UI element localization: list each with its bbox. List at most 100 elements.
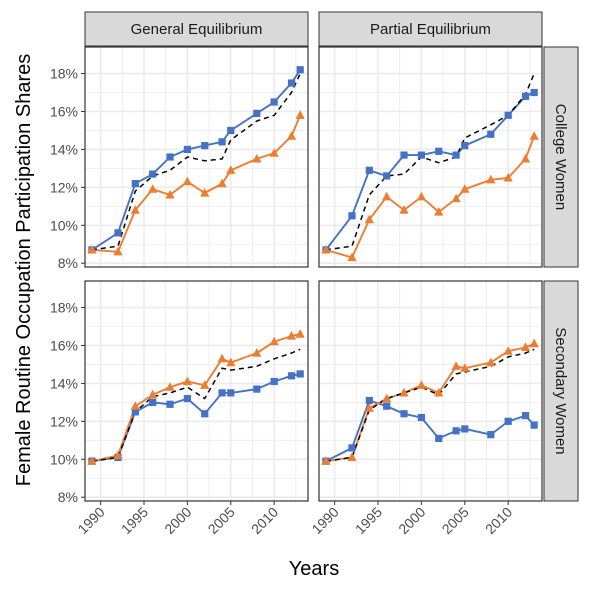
data-point-triangle <box>286 131 297 140</box>
data-point-triangle <box>321 244 331 254</box>
data-point-triangle <box>460 363 470 372</box>
data-point-square <box>348 444 356 452</box>
data-point-square <box>149 398 157 406</box>
facet-strip-row-label: College Women <box>552 104 569 210</box>
x-tick-label: 1995 <box>118 504 151 537</box>
data-point-triangle <box>460 184 470 193</box>
x-tick-label: 2010 <box>248 504 281 537</box>
x-tick-label: 1995 <box>352 504 385 537</box>
data-point-triangle <box>416 191 426 201</box>
data-point-triangle <box>252 153 262 163</box>
panel-border <box>318 280 543 502</box>
data-point-triangle <box>434 387 444 397</box>
data-point-triangle <box>364 403 374 412</box>
data-point-square <box>166 400 174 408</box>
facet-panel <box>318 46 543 268</box>
data-point-triangle <box>520 153 531 163</box>
y-tick-label: 8% <box>58 255 78 271</box>
data-point-triangle <box>321 456 331 465</box>
y-tick-label: 18% <box>50 66 78 82</box>
data-point-square <box>435 147 443 155</box>
data-point-triangle <box>148 389 158 399</box>
x-tick-label: 2000 <box>161 504 194 537</box>
data-point-square <box>227 389 235 397</box>
data-point-triangle <box>529 131 539 140</box>
facet-panel: 8% 10% 12% 14% 16% 18% <box>50 46 309 271</box>
data-point-triangle <box>217 178 227 188</box>
data-point-triangle <box>200 380 210 389</box>
y-tick-label: 12% <box>50 179 78 195</box>
x-tick-label: 1990 <box>74 504 107 537</box>
data-point-square <box>296 370 304 378</box>
data-point-square <box>461 142 469 150</box>
series-line-dashed <box>91 73 301 251</box>
data-point-triangle <box>217 353 227 363</box>
y-tick-label: 8% <box>58 489 78 505</box>
facet-panel: 8% 10% 12% 14% 16% 18% 1990 1995 2000 2005 2010 <box>50 280 309 537</box>
data-point-square <box>435 434 443 443</box>
data-point-triangle <box>200 188 210 197</box>
data-point-triangle <box>364 214 374 224</box>
data-point-square <box>461 425 469 433</box>
data-point-triangle <box>347 452 357 461</box>
data-point-triangle <box>165 382 175 391</box>
data-point-triangle <box>113 246 123 256</box>
data-point-triangle <box>269 148 279 157</box>
panel-border <box>84 280 309 502</box>
data-point-triangle <box>451 361 461 370</box>
data-point-triangle <box>165 189 175 199</box>
data-point-square <box>400 410 408 418</box>
data-point-square <box>530 88 538 97</box>
x-tick-label: 1990 <box>308 504 341 537</box>
data-point-square <box>287 372 296 380</box>
facet-strip-row <box>543 280 579 502</box>
data-point-square <box>218 138 226 146</box>
y-tick-label: 14% <box>50 141 78 157</box>
y-axis-title: Female Routine Occupation Participation … <box>13 54 35 486</box>
facet-strip-row <box>543 46 579 268</box>
data-point-square <box>417 413 425 422</box>
y-tick-label: 10% <box>50 451 78 467</box>
x-axis-title: Years <box>289 558 339 580</box>
data-point-triangle <box>286 331 297 340</box>
data-point-triangle <box>295 329 305 338</box>
panel-border <box>84 46 309 268</box>
data-point-triangle <box>130 401 140 410</box>
data-point-square <box>218 389 226 397</box>
data-point-triangle <box>434 207 444 216</box>
data-point-square <box>365 396 373 405</box>
facet-strip-column-label: General Equilibrium <box>131 21 263 38</box>
data-point-square <box>270 377 278 386</box>
data-point-square <box>166 153 174 161</box>
data-point-square <box>227 126 235 135</box>
data-point-square <box>149 170 157 178</box>
panel-border <box>318 46 543 268</box>
data-point-square <box>296 66 304 74</box>
data-point-triangle <box>529 338 539 348</box>
data-point-square <box>530 421 538 429</box>
chart-panels: General Equilibrium Partial Equilibrium Co… <box>50 11 579 537</box>
facet-strip-column <box>84 11 309 47</box>
data-point-square <box>452 151 460 159</box>
data-point-triangle <box>226 357 236 367</box>
data-point-square <box>253 109 261 117</box>
data-point-square <box>452 427 460 435</box>
y-tick-label: 12% <box>50 413 78 429</box>
data-point-square <box>504 417 512 425</box>
data-point-square <box>400 151 408 159</box>
facet-panel: 1990 1995 2000 2005 2010 <box>308 280 543 537</box>
data-point-triangle <box>182 176 192 186</box>
facet-strip-row-label: Secondary Women <box>552 327 569 454</box>
data-point-square <box>348 212 356 220</box>
data-point-square <box>114 229 122 237</box>
x-tick-label: 2000 <box>395 504 428 537</box>
data-point-square <box>131 408 139 416</box>
data-point-triangle <box>87 244 97 254</box>
y-tick-label: 10% <box>50 217 78 233</box>
data-point-triangle <box>87 456 97 465</box>
data-point-triangle <box>226 165 236 174</box>
data-point-triangle <box>451 193 461 203</box>
data-point-square <box>183 394 191 403</box>
y-tick-label: 14% <box>50 375 78 391</box>
